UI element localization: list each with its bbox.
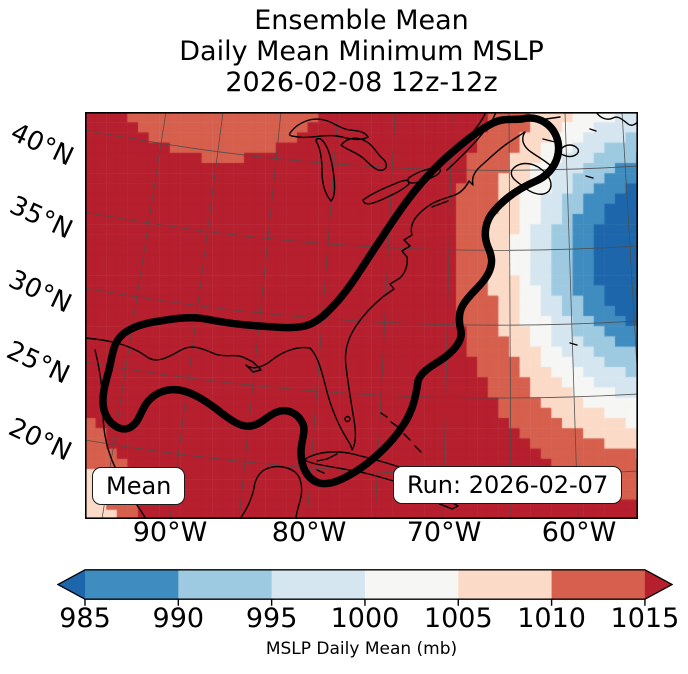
mean-badge-label: Mean	[106, 472, 172, 500]
islands-florida-keys	[316, 453, 338, 462]
island-anticosti	[545, 116, 561, 120]
lake-superior	[288, 118, 369, 141]
colorbar-tick-value: 995	[245, 603, 298, 634]
lat-tick-label: 20°N	[3, 412, 77, 468]
island-isle-of-youth	[316, 469, 325, 474]
colorbar-segment	[271, 569, 366, 600]
colorbar	[57, 569, 673, 606]
meridian-70w	[442, 112, 453, 519]
meridian-60w	[564, 112, 579, 519]
title-line-2: Daily Mean Minimum MSLP	[179, 36, 544, 67]
plot-title: Ensemble Mean Daily Mean Minimum MSLP 20…	[85, 5, 638, 98]
colorbar-axis-label: MSLP Daily Mean (mb)	[265, 639, 458, 659]
colorbar-segment	[458, 569, 552, 600]
lon-tick-label: 90°W	[132, 517, 208, 548]
lake-okeechobee	[344, 415, 351, 423]
map-frame	[85, 112, 638, 519]
lat-tick-label: 25°N	[1, 335, 75, 391]
lake-erie	[362, 179, 410, 205]
mean-badge: Mean	[92, 467, 186, 505]
meridian-85w	[238, 112, 282, 519]
colorbar-tick-value: 1005	[423, 603, 493, 634]
coast-yucatan	[239, 465, 303, 519]
lat-tick-label: 40°N	[5, 117, 79, 173]
parallel-35n	[85, 211, 638, 251]
coast-newfoundland	[595, 112, 638, 126]
parallel-40n	[85, 129, 638, 171]
colorbar-tick-marks	[84, 599, 646, 606]
islands-bahamas	[380, 412, 422, 453]
map-overlay	[85, 112, 638, 519]
coast-nova-scotia	[510, 162, 552, 195]
colorbar-tick-value: 1015	[610, 603, 680, 634]
colorbar-under-arrow	[57, 569, 85, 600]
coast-gulf-atlantic	[85, 131, 553, 451]
lon-tick-label: 70°W	[406, 517, 482, 548]
colorbar-segment	[364, 569, 459, 600]
colorbar-segment	[551, 569, 646, 600]
colorbar-tick-value: 985	[59, 603, 111, 634]
colorbar-segments	[85, 569, 646, 600]
island-small-gulf	[589, 128, 597, 132]
colorbar-tick-value: 1010	[517, 603, 586, 634]
colorbar-tick-value: 990	[152, 603, 205, 634]
colorbar-over-arrow	[644, 569, 673, 600]
colorbar-tick-value: 1000	[330, 603, 400, 634]
island-sable	[585, 175, 594, 179]
meridian-55w	[621, 112, 638, 391]
island-pei	[542, 138, 556, 143]
title-line-3: 2026-02-08 12z-12z	[225, 67, 498, 98]
ensemble-contour	[99, 114, 563, 488]
graticule	[85, 112, 638, 519]
run-badge-label: Run: 2026-02-07	[407, 471, 609, 499]
colorbar-segment	[85, 569, 179, 600]
lake-huron	[340, 137, 387, 171]
lake-michigan	[315, 137, 336, 202]
meridian-95w	[101, 112, 167, 519]
lon-tick-label: 80°W	[271, 517, 347, 548]
lon-tick-label: 60°W	[541, 517, 617, 548]
colorbar-segment	[178, 569, 273, 600]
run-badge: Run: 2026-02-07	[393, 466, 623, 504]
coast-long-island	[431, 200, 449, 208]
meridian-65w	[508, 112, 512, 519]
title-line-1: Ensemble Mean	[254, 5, 469, 36]
coastlines	[85, 112, 638, 519]
island-bermuda	[569, 342, 578, 346]
lat-tick-label: 35°N	[4, 190, 78, 246]
parallel-25n	[85, 361, 638, 399]
lat-tick-label: 30°N	[3, 264, 77, 320]
